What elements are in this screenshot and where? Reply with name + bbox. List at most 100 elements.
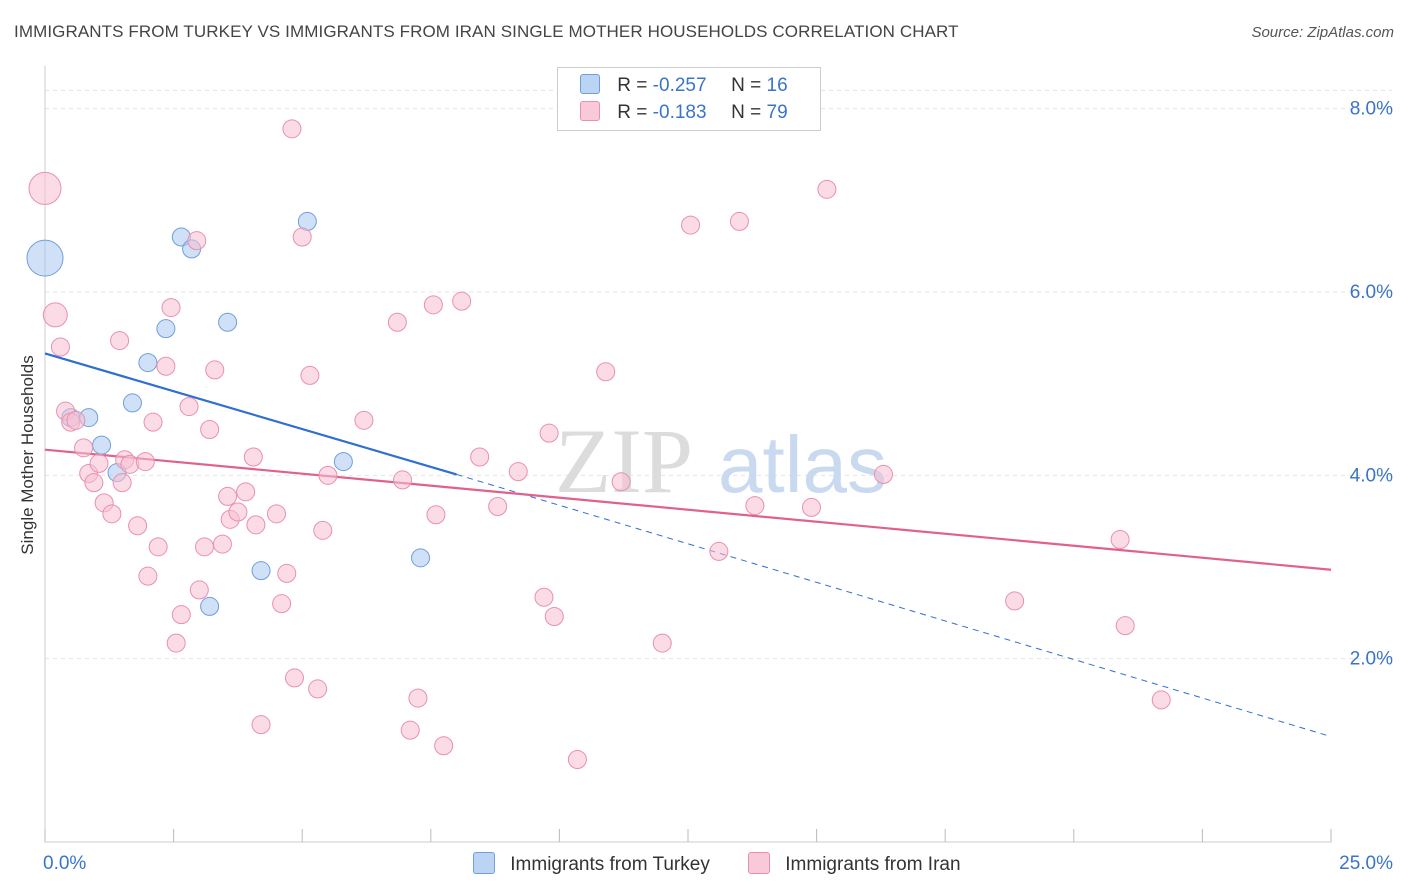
iran-point xyxy=(817,179,837,199)
iran-point xyxy=(236,482,256,502)
iran-point xyxy=(42,302,68,328)
legend-row-iran: R = -0.183 N = 79 xyxy=(580,101,788,125)
iran-point xyxy=(218,486,238,506)
turkey-r-label: R = xyxy=(617,75,648,96)
x-tick-label-min: 0.0% xyxy=(43,853,86,874)
turkey-r-value: -0.257 xyxy=(652,75,707,96)
iran-point xyxy=(148,537,168,557)
legend-item-turkey[interactable]: Immigrants from Turkey xyxy=(473,852,710,876)
iran-point xyxy=(28,171,62,205)
iran-point xyxy=(89,453,109,473)
iran-point xyxy=(434,736,454,756)
iran-point xyxy=(567,750,587,769)
iran-point xyxy=(544,607,564,626)
iran-trend-line xyxy=(44,448,1332,571)
turkey-n-value: 16 xyxy=(766,75,788,96)
legend-item-iran[interactable]: Immigrants from Iran xyxy=(748,852,961,876)
iran-point xyxy=(709,541,729,561)
iran-point xyxy=(120,454,140,474)
data-points xyxy=(26,119,1171,769)
y-tick-label: 8.0% xyxy=(1350,99,1393,120)
iran-point xyxy=(1151,690,1171,710)
iran-point xyxy=(426,505,446,525)
iran-point xyxy=(251,715,271,735)
iran-point xyxy=(300,365,320,385)
series-legend: Immigrants from Turkey Immigrants from I… xyxy=(0,852,1406,878)
iran-point xyxy=(66,410,86,430)
iran-point xyxy=(266,504,286,524)
iran-point xyxy=(228,502,248,522)
iran-point xyxy=(205,360,225,380)
iran-point xyxy=(284,668,304,688)
iran-point xyxy=(128,516,148,536)
iran-point xyxy=(194,537,214,557)
iran-point xyxy=(50,337,70,357)
tick-labels: 2.0% 4.0% 6.0% 8.0% 0.0% 25.0% xyxy=(43,99,1393,874)
iran-point xyxy=(1005,591,1025,611)
source-label: Source: ZipAtlas.com xyxy=(1251,24,1394,41)
iran-point xyxy=(387,312,407,332)
iran-point xyxy=(423,295,443,315)
turkey-point xyxy=(92,435,112,455)
turkey-point xyxy=(251,561,271,581)
turkey-swatch xyxy=(580,74,600,94)
turkey-point xyxy=(138,353,158,373)
iran-point xyxy=(313,520,333,540)
iran-point xyxy=(729,211,749,231)
iran-point xyxy=(161,298,181,318)
iran-point xyxy=(179,397,199,417)
y-tick-label: 2.0% xyxy=(1350,649,1393,670)
iran-point xyxy=(282,119,302,139)
iran-point xyxy=(187,231,207,251)
iran-point xyxy=(393,470,413,490)
turkey-point xyxy=(218,312,238,332)
turkey-point xyxy=(26,239,64,277)
turkey-trend-extension xyxy=(456,473,1332,738)
iran-point xyxy=(171,605,191,625)
iran-point xyxy=(652,633,672,653)
iran-point xyxy=(611,472,631,492)
iran-point xyxy=(681,215,701,235)
iran-point xyxy=(596,362,616,382)
iran-point xyxy=(354,410,374,430)
iran-point xyxy=(308,679,328,699)
watermark: ZIP atlas xyxy=(555,410,887,512)
iran-swatch xyxy=(580,101,600,121)
iran-n-value: 79 xyxy=(766,102,788,123)
iran-point xyxy=(508,462,528,482)
iran-point xyxy=(277,563,297,583)
iran-point xyxy=(84,473,104,493)
iran-point xyxy=(452,291,472,311)
iran-point xyxy=(156,356,176,376)
iran-point xyxy=(110,331,130,351)
iran-point xyxy=(112,473,132,493)
iran-point xyxy=(470,447,490,467)
iran-point xyxy=(135,452,155,472)
iran-point xyxy=(873,464,893,484)
stats-legend: R = -0.257 N = 16 R = -0.183 N = 79 xyxy=(557,67,821,131)
turkey-point xyxy=(122,393,142,413)
iran-n-label: N = xyxy=(731,102,762,123)
turkey-legend-swatch xyxy=(473,852,495,874)
iran-point xyxy=(408,688,428,708)
iran-point xyxy=(102,504,122,524)
turkey-legend-label: Immigrants from Turkey xyxy=(510,854,710,875)
iran-point xyxy=(745,496,765,516)
y-tick-label: 4.0% xyxy=(1350,465,1393,486)
iran-point xyxy=(292,227,312,247)
iran-point xyxy=(166,633,186,653)
iran-point xyxy=(801,497,821,517)
watermark-zip: ZIP xyxy=(555,410,693,512)
watermark-atlas: atlas xyxy=(718,420,887,509)
turkey-trend-line xyxy=(44,352,457,476)
iran-point xyxy=(1115,616,1135,636)
turkey-n-label: N = xyxy=(731,75,762,96)
trend-lines xyxy=(44,352,1332,738)
iran-point xyxy=(400,720,420,740)
iran-point xyxy=(143,412,163,432)
iran-point xyxy=(74,438,94,458)
turkey-point xyxy=(333,452,353,472)
iran-point xyxy=(246,515,266,535)
gridlines xyxy=(45,89,1392,660)
